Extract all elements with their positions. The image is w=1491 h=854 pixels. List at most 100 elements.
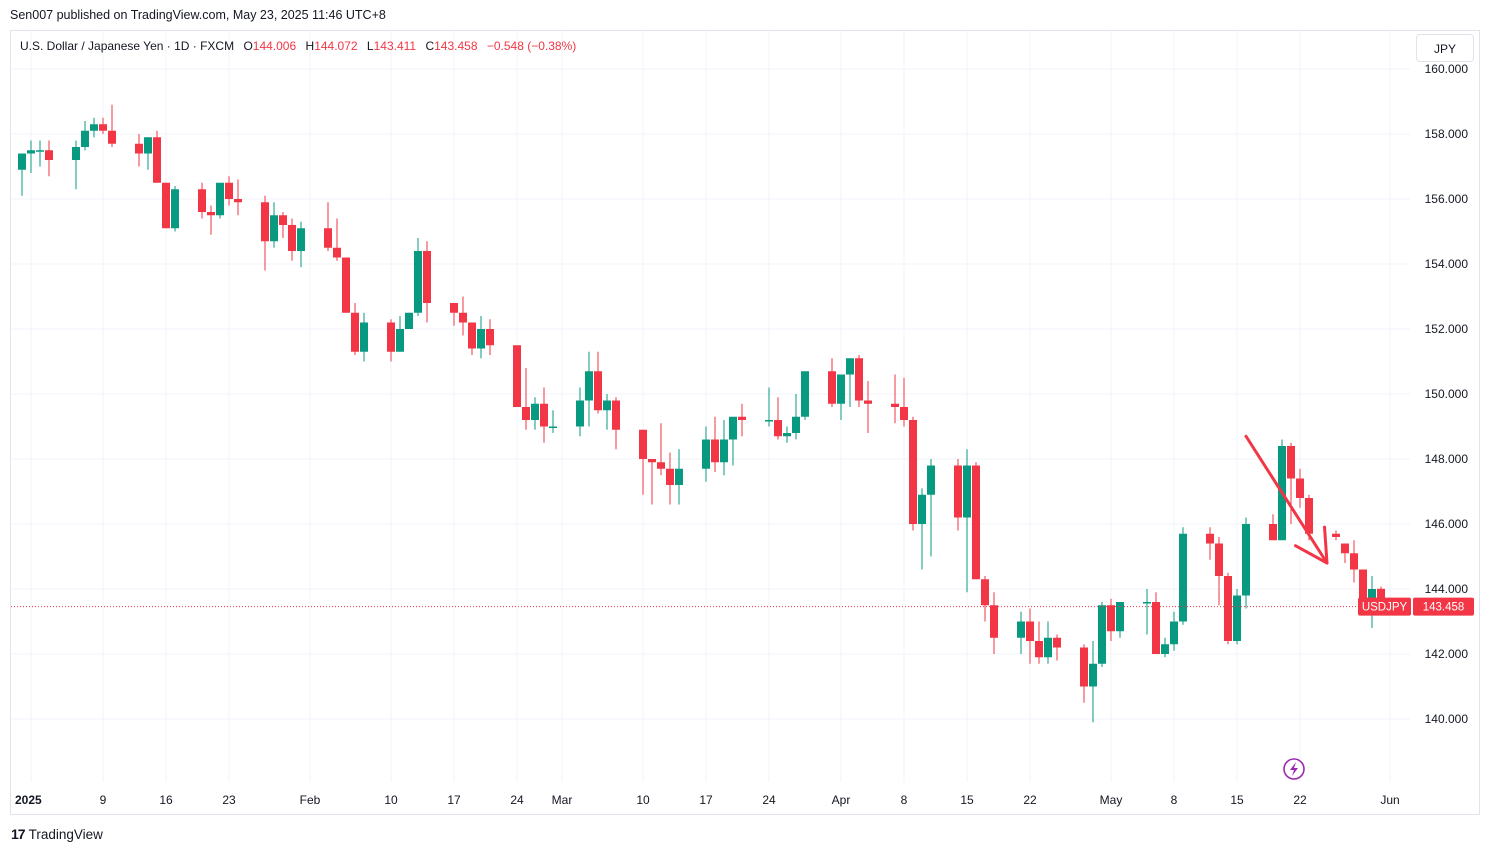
candle[interactable] — [900, 377, 908, 427]
candle[interactable] — [666, 452, 674, 505]
candle[interactable] — [1161, 637, 1169, 658]
candle[interactable] — [657, 423, 665, 476]
candle[interactable] — [972, 462, 980, 580]
candle[interactable] — [198, 182, 206, 219]
candle[interactable] — [450, 303, 458, 326]
candle[interactable] — [387, 319, 395, 362]
candle[interactable] — [1224, 572, 1232, 645]
candle[interactable] — [1170, 611, 1178, 651]
candle[interactable] — [1179, 527, 1187, 625]
candle[interactable] — [1017, 611, 1025, 654]
tradingview-brand[interactable]: 17 TradingView — [11, 826, 103, 842]
candle[interactable] — [648, 459, 656, 505]
candle[interactable] — [1215, 537, 1223, 606]
candle[interactable] — [1233, 589, 1241, 645]
candle[interactable] — [963, 449, 971, 593]
candle[interactable] — [918, 488, 926, 570]
candle[interactable] — [486, 319, 494, 355]
candle[interactable] — [765, 387, 773, 427]
candle[interactable] — [1296, 468, 1304, 508]
candle[interactable] — [909, 416, 917, 531]
candle[interactable] — [585, 351, 593, 427]
candle[interactable] — [396, 316, 404, 352]
candle[interactable] — [288, 218, 296, 261]
candle[interactable] — [72, 140, 80, 190]
candle[interactable] — [351, 303, 359, 355]
candle[interactable] — [423, 241, 431, 323]
candle[interactable] — [270, 202, 278, 248]
candle[interactable] — [477, 316, 485, 359]
currency-button[interactable]: JPY — [1416, 34, 1474, 62]
candle[interactable] — [783, 426, 791, 443]
candle[interactable] — [549, 410, 557, 433]
candle[interactable] — [1341, 543, 1349, 564]
lightning-icon[interactable] — [1283, 758, 1305, 780]
candle[interactable] — [1269, 514, 1277, 541]
candle[interactable] — [828, 358, 836, 407]
candle[interactable] — [468, 322, 476, 356]
candle[interactable] — [207, 205, 215, 235]
candle[interactable] — [225, 176, 233, 206]
candle[interactable] — [1242, 517, 1250, 609]
candle[interactable] — [1332, 530, 1340, 541]
candle[interactable] — [1350, 540, 1358, 583]
candle[interactable] — [1035, 621, 1043, 664]
candle[interactable] — [990, 592, 998, 654]
candle[interactable] — [1107, 598, 1115, 641]
candle[interactable] — [405, 312, 413, 329]
candle[interactable] — [891, 374, 899, 424]
candle[interactable] — [144, 137, 152, 170]
candle[interactable] — [261, 195, 269, 271]
candle[interactable] — [702, 426, 710, 482]
candle[interactable] — [1053, 634, 1061, 661]
candle[interactable] — [603, 394, 611, 430]
candle[interactable] — [1152, 592, 1160, 654]
candle[interactable] — [324, 202, 332, 251]
price-tag[interactable]: USDJPY 143.458 — [1358, 597, 1474, 616]
candle[interactable] — [792, 394, 800, 440]
candle[interactable] — [36, 140, 44, 167]
candle[interactable] — [774, 397, 782, 440]
candle[interactable] — [153, 130, 161, 183]
candle[interactable] — [981, 576, 989, 622]
candle[interactable] — [90, 117, 98, 138]
candle[interactable] — [576, 387, 584, 437]
candle[interactable] — [216, 182, 224, 219]
candle[interactable] — [45, 140, 53, 177]
candle[interactable] — [1206, 527, 1214, 560]
candle[interactable] — [81, 121, 89, 151]
candle[interactable] — [342, 257, 350, 313]
candle[interactable] — [234, 179, 242, 216]
candle[interactable] — [540, 387, 548, 443]
candle[interactable] — [639, 429, 647, 495]
candle[interactable] — [135, 134, 143, 167]
candle[interactable] — [297, 221, 305, 268]
candle[interactable] — [414, 238, 422, 316]
time-axis[interactable]: 2025 9 16 23 Feb 10 17 24 Mar 10 17 24 Apr 8 15 22 May 8 1… — [15, 793, 1400, 807]
candle[interactable] — [954, 459, 962, 531]
candle[interactable] — [99, 117, 107, 134]
candle[interactable] — [738, 403, 746, 437]
candle[interactable] — [18, 153, 26, 196]
candle[interactable] — [837, 374, 845, 421]
candle[interactable] — [801, 371, 809, 420]
candle[interactable] — [279, 212, 287, 238]
candle[interactable] — [846, 358, 854, 407]
candle[interactable] — [333, 218, 341, 261]
candle[interactable] — [729, 416, 737, 466]
candle[interactable] — [720, 420, 728, 476]
candle[interactable] — [1080, 644, 1088, 703]
candle[interactable] — [27, 140, 35, 174]
price-axis[interactable]: 140.000 142.000 144.000 146.000 148.000 150.0… — [1425, 62, 1469, 726]
candle[interactable] — [927, 459, 935, 557]
candle[interactable] — [864, 381, 872, 433]
candle[interactable] — [1098, 602, 1106, 667]
candle[interactable] — [1089, 641, 1097, 723]
candle[interactable] — [1143, 589, 1151, 635]
candle[interactable] — [108, 104, 116, 147]
candle[interactable] — [162, 182, 170, 229]
candle[interactable] — [513, 345, 521, 407]
candle[interactable] — [171, 186, 179, 232]
candle[interactable] — [855, 355, 863, 407]
